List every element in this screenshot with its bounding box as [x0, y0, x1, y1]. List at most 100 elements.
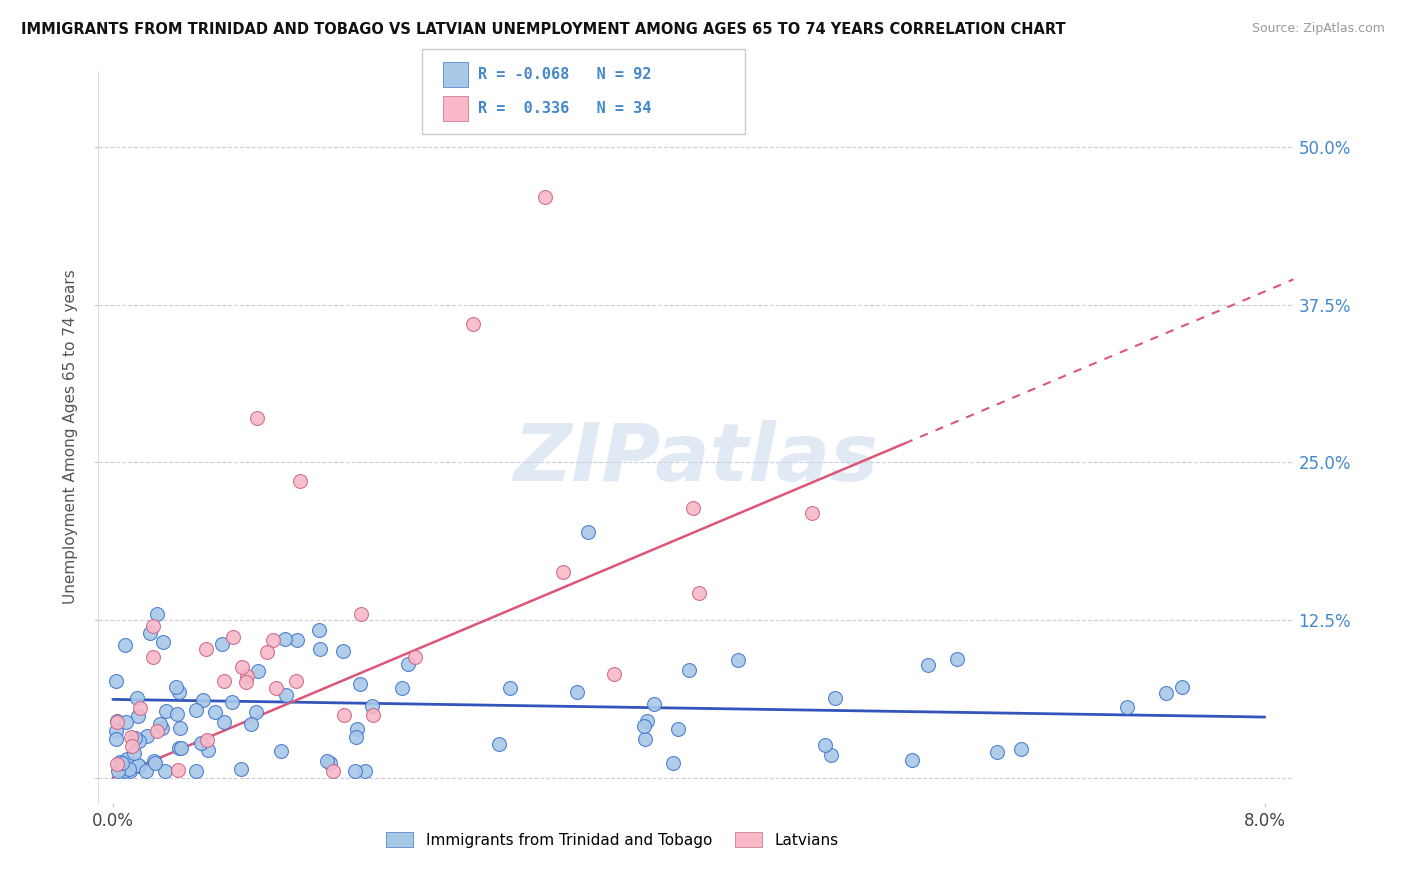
Point [152, 635, 174, 649]
Point [316, 754, 339, 768]
Point [262, 632, 284, 647]
Point [149, 716, 172, 731]
Point [350, 607, 373, 621]
Point [461, 317, 484, 331]
Point [1154, 686, 1177, 700]
Point [727, 653, 749, 667]
Point [1171, 680, 1194, 694]
Point [900, 753, 922, 767]
Point [274, 688, 297, 702]
Point [105, 714, 128, 728]
Text: IMMIGRANTS FROM TRINIDAD AND TOBAGO VS LATVIAN UNEMPLOYMENT AMONG AGES 65 TO 74 : IMMIGRANTS FROM TRINIDAD AND TOBAGO VS L… [21, 22, 1066, 37]
Point [142, 754, 165, 768]
Point [115, 714, 138, 729]
Point [814, 738, 837, 752]
Point [235, 675, 257, 690]
Point [110, 756, 132, 770]
Point [139, 626, 162, 640]
Point [118, 762, 141, 776]
Point [146, 724, 169, 739]
Point [245, 705, 267, 719]
Point [553, 565, 575, 579]
Point [662, 756, 685, 770]
Point [191, 692, 214, 706]
Point [169, 721, 191, 735]
Point [117, 752, 139, 766]
Point [361, 708, 384, 723]
Point [945, 651, 967, 665]
Point [633, 719, 655, 733]
Point [190, 736, 212, 750]
Point [143, 756, 166, 771]
Point [354, 764, 377, 779]
Point [165, 680, 187, 694]
Point [222, 630, 245, 644]
Point [114, 763, 136, 777]
Point [204, 705, 226, 719]
Point [111, 756, 134, 770]
Point [824, 690, 846, 705]
Point [167, 740, 190, 755]
Point [128, 733, 150, 747]
Point [105, 714, 128, 729]
Point [127, 758, 149, 772]
Point [127, 709, 149, 723]
Point [212, 673, 235, 688]
Point [212, 714, 235, 729]
Point [167, 764, 190, 778]
Point [285, 674, 308, 689]
Point [211, 637, 233, 651]
Legend: Immigrants from Trinidad and Tobago, Latvians: Immigrants from Trinidad and Tobago, Lat… [380, 826, 845, 854]
Point [678, 663, 700, 677]
Point [121, 739, 143, 753]
Point [576, 524, 599, 539]
Point [195, 641, 218, 656]
Point [270, 744, 292, 758]
Point [308, 623, 330, 637]
Point [274, 632, 297, 647]
Point [322, 764, 344, 779]
Point [285, 632, 308, 647]
Point [150, 721, 173, 735]
Point [231, 660, 253, 674]
Point [565, 684, 588, 698]
Point [186, 703, 208, 717]
Point [820, 747, 842, 762]
Point [256, 645, 278, 659]
Point [917, 658, 939, 673]
Point [344, 731, 367, 745]
Point [1115, 699, 1137, 714]
Point [135, 730, 157, 744]
Point [666, 722, 689, 736]
Point [801, 506, 824, 520]
Point [332, 644, 354, 658]
Point [602, 666, 624, 681]
Point [195, 733, 218, 747]
Point [499, 681, 522, 695]
Point [184, 764, 207, 779]
Point [240, 717, 263, 731]
Point [107, 764, 129, 779]
Point [105, 724, 128, 739]
Point [344, 764, 367, 779]
Point [125, 691, 148, 706]
Point [221, 695, 243, 709]
Point [167, 685, 190, 699]
Point [391, 681, 413, 695]
Point [308, 642, 330, 657]
Point [129, 700, 152, 714]
Point [124, 747, 146, 761]
Point [170, 741, 193, 756]
Text: R = -0.068   N = 92: R = -0.068 N = 92 [478, 67, 651, 82]
Point [404, 650, 426, 665]
Point [349, 677, 371, 691]
Point [318, 756, 340, 771]
Point [118, 764, 141, 779]
Point [396, 657, 419, 671]
Point [120, 731, 142, 745]
Text: Source: ZipAtlas.com: Source: ZipAtlas.com [1251, 22, 1385, 36]
Point [166, 706, 188, 721]
Text: R =  0.336   N = 34: R = 0.336 N = 34 [478, 101, 651, 116]
Point [104, 732, 127, 747]
Point [231, 762, 253, 776]
